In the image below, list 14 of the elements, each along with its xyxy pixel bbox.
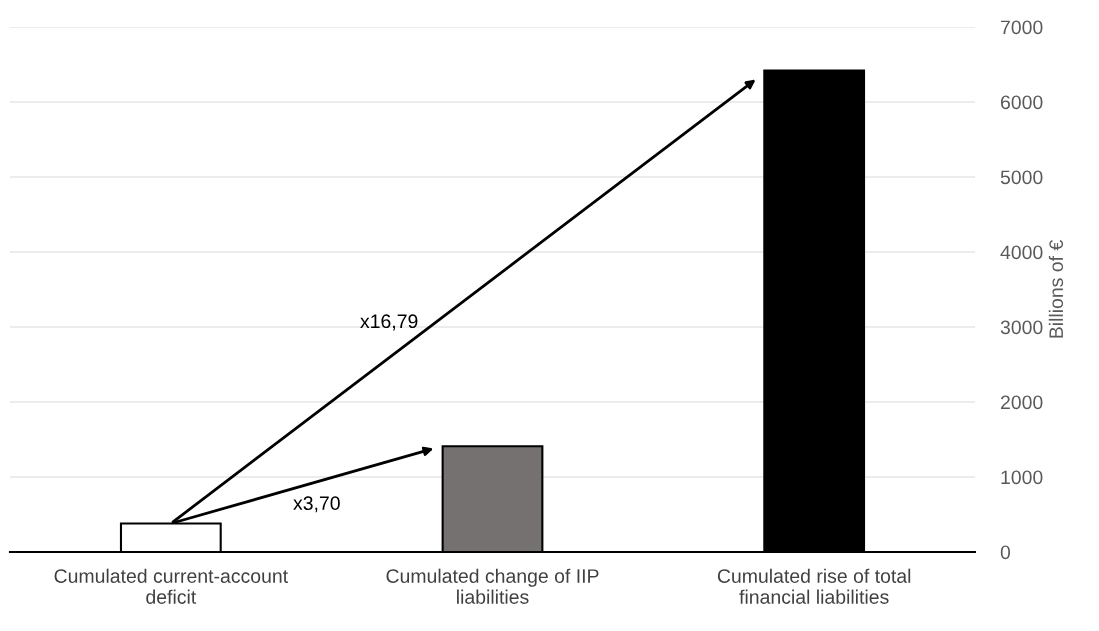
- y-tick-label: 2000: [1000, 395, 1043, 410]
- annotation: x3,70: [293, 496, 340, 513]
- x-tick-label: Cumulated current-account deficit: [54, 568, 288, 604]
- y-tick-label: 7000: [1001, 20, 1043, 35]
- annotation: x16,79: [360, 314, 418, 331]
- x-tick-label: Cumulated change of IIP liabilities: [386, 568, 599, 604]
- y-tick-label: 4000: [1000, 245, 1043, 260]
- y-tick-label: 5000: [1000, 170, 1043, 185]
- x-tick-label: Cumulated rise of total financial liabilities: [717, 568, 911, 604]
- y-tick-label: 6000: [1000, 95, 1043, 110]
- y-axis-title: Billions of €: [1048, 240, 1064, 338]
- y-tick-label: 0: [1000, 545, 1011, 560]
- y-tick-label: 3000: [1000, 320, 1043, 335]
- y-tick-label: 1000: [1001, 470, 1043, 485]
